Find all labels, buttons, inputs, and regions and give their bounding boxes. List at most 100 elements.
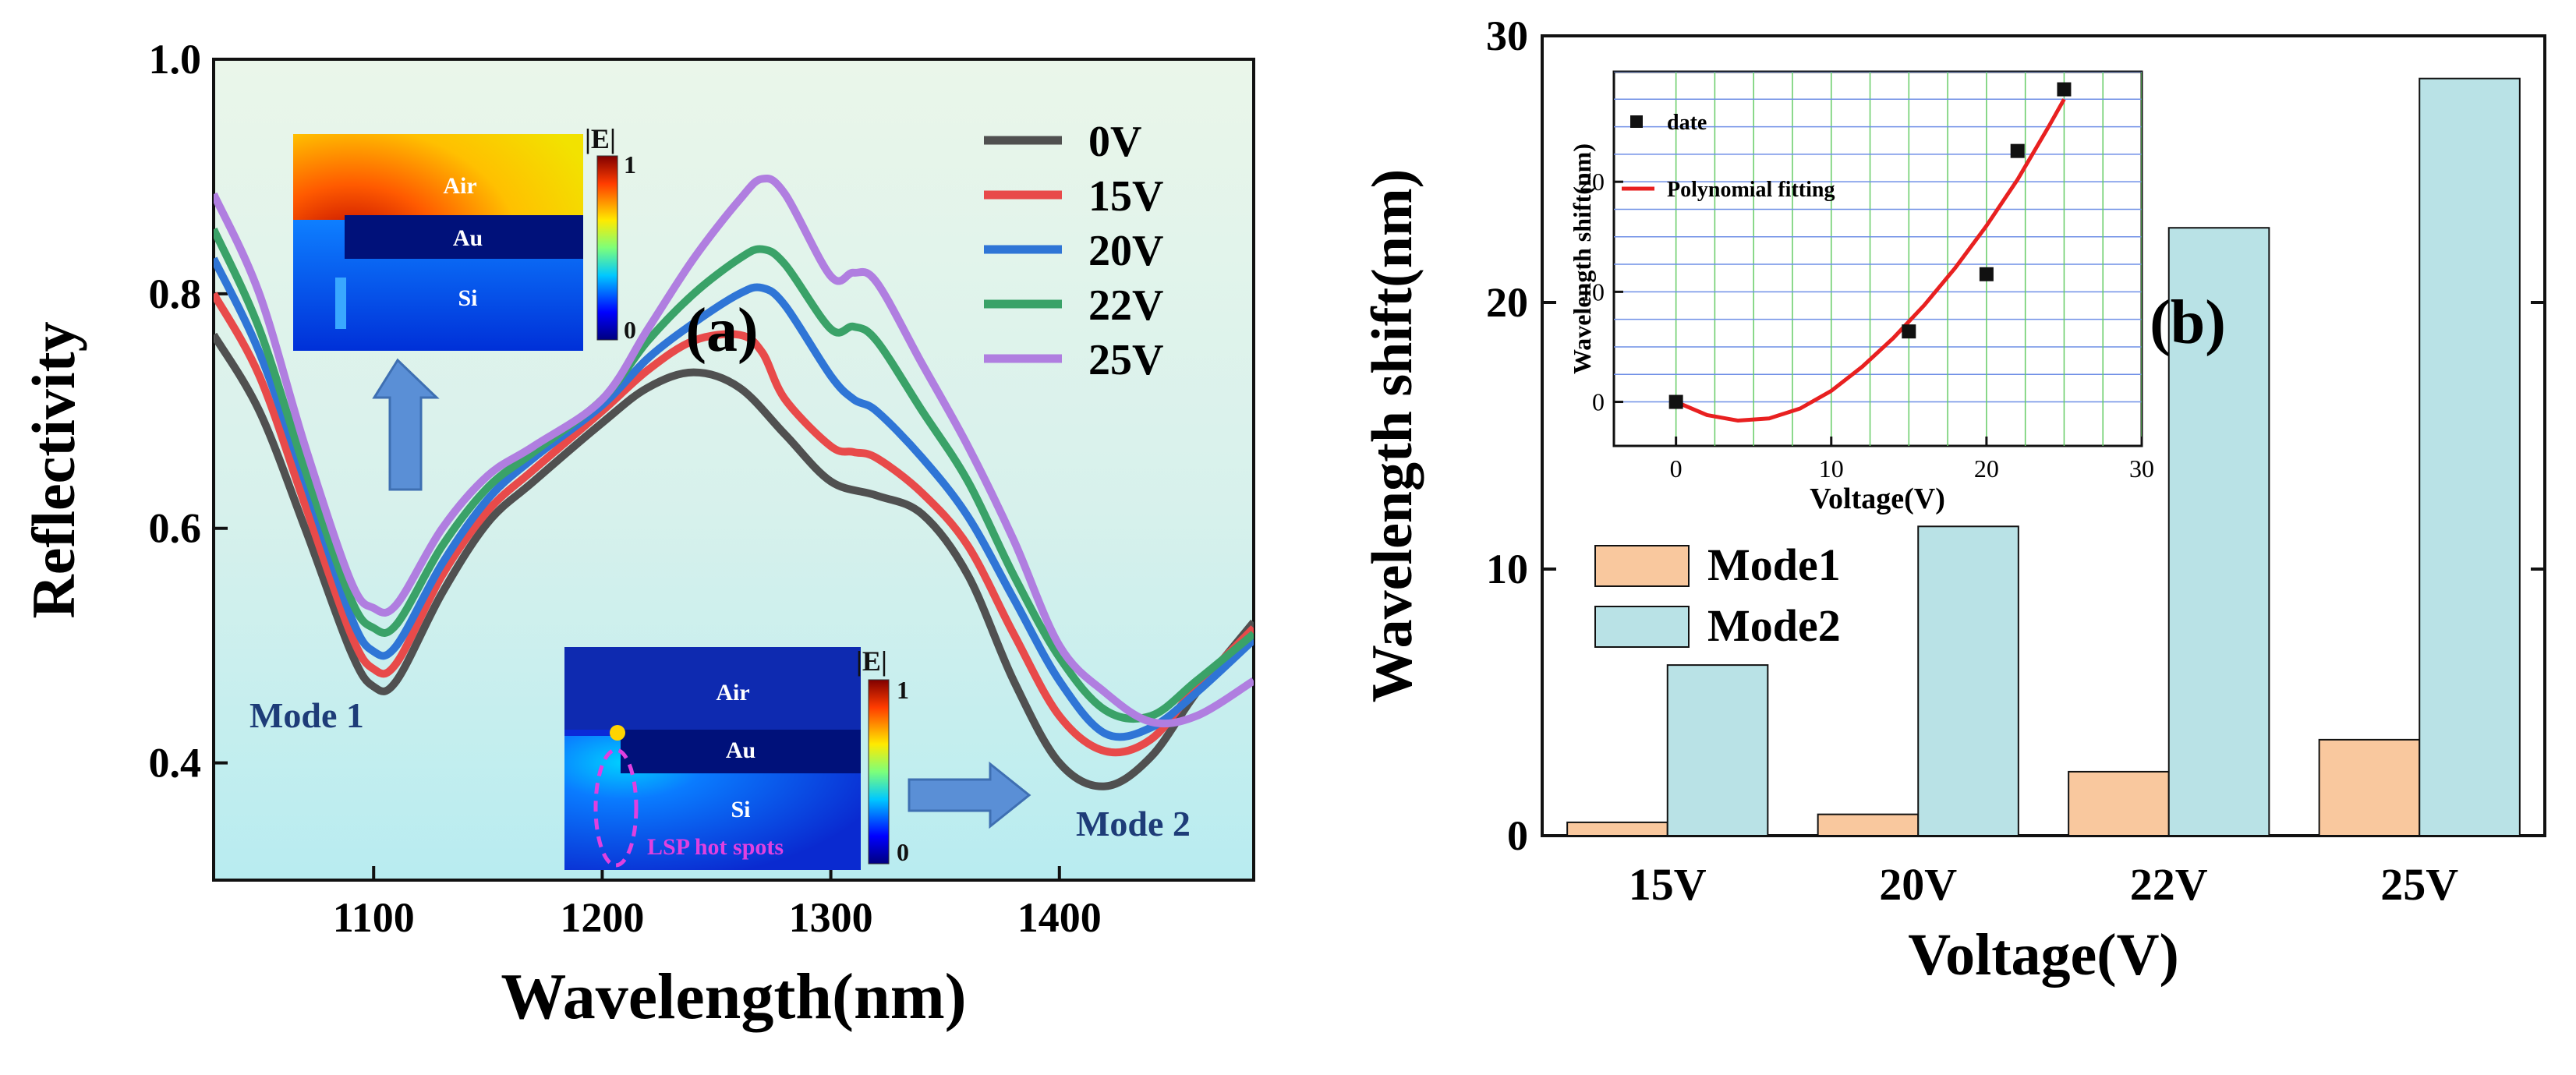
bar-Mode1-22V xyxy=(2068,770,2170,836)
inset-fit-curve xyxy=(1675,98,2066,423)
bar-Mode1-20V xyxy=(1817,813,1920,837)
inset-y-tick-label: 20 xyxy=(1580,168,1605,196)
series-line-15V xyxy=(214,292,1254,757)
legend-swatch-mode2 xyxy=(1594,606,1690,648)
layer-label-au-bottom: Au xyxy=(726,737,755,763)
legend-label-mode2: Mode2 xyxy=(1707,600,1841,651)
inset-plot-area xyxy=(1612,70,2143,447)
y-tick-label-a: 0.4 xyxy=(149,740,202,787)
y-tick-label-b: 10 xyxy=(1486,546,1528,592)
x-tick-label-a: 1200 xyxy=(560,894,644,941)
bar-Mode2-25V xyxy=(2419,77,2521,837)
legend-label-0V: 0V xyxy=(1088,118,1141,166)
colorbar-top xyxy=(596,155,618,341)
inset-data-point xyxy=(2057,82,2072,97)
bars-b xyxy=(1566,77,2521,837)
legend-label-15V: 15V xyxy=(1088,172,1163,221)
inset-x-tick-label: 30 xyxy=(2129,454,2154,483)
inset-x-tick-label: 20 xyxy=(1974,454,1999,483)
y-tick-label-a: 0.8 xyxy=(149,271,202,317)
legend-label-mode1: Mode1 xyxy=(1707,539,1841,590)
bar-Mode1-15V xyxy=(1566,821,1668,837)
y-axis-label-a: Reflectivity xyxy=(19,321,87,618)
layer-label-air-top: Air xyxy=(443,173,476,199)
inset-y-axis-label: Wavelength shift(nm) xyxy=(1568,143,1596,374)
colorbar-bottom xyxy=(868,679,890,865)
y-tick-label-b: 30 xyxy=(1486,12,1528,59)
layer-label-si-bottom: Si xyxy=(731,797,750,822)
legend-b: Mode1 Mode2 xyxy=(1594,539,1841,651)
inset-axes: 0 10 20 30 0 10 20 xyxy=(1580,168,2154,483)
series-line-22V xyxy=(214,228,1254,723)
colorbar-title-top: |E| xyxy=(585,123,616,154)
legend-label-25V: 25V xyxy=(1088,336,1163,384)
field-map-edge xyxy=(335,278,346,329)
inset-data-point xyxy=(1668,394,1683,409)
inset-data-point xyxy=(1979,267,1994,281)
inset-data-point xyxy=(1902,324,1916,339)
colorbar-min-top: 0 xyxy=(624,316,636,344)
hotspot-ellipse xyxy=(593,748,639,868)
panel-label-a: (a) xyxy=(685,296,758,365)
field-map-bottom-air xyxy=(564,647,861,730)
x-tick-label-a: 1400 xyxy=(1017,894,1102,941)
field-map-bottom-au xyxy=(621,730,861,773)
inset-legend-fit: Polynomial fitting xyxy=(1667,178,1835,202)
y-tick-label-b: 0 xyxy=(1507,812,1528,859)
bar-Mode1-25V xyxy=(2318,738,2421,837)
mode2-label: Mode 2 xyxy=(1076,804,1191,843)
inset-y-tick-label: 0 xyxy=(1592,388,1605,416)
up-arrow-icon xyxy=(372,358,440,491)
inset-scatter: 0 10 20 30 0 10 20 Wavelength shift(nm) Voltag… xyxy=(1568,70,2154,515)
legend-label-22V: 22V xyxy=(1088,281,1163,330)
colorbar-min-bottom: 0 xyxy=(897,838,909,866)
x-axis-label-b: Voltage(V) xyxy=(1908,922,2179,988)
series-line-0V xyxy=(214,332,1254,790)
field-map-inset-top: Air Au Si |E| 1 0 xyxy=(293,123,636,351)
hotspot-label: LSP hot spots xyxy=(647,834,784,860)
inset-data-point xyxy=(2010,143,2025,158)
colorbar-max-bottom: 1 xyxy=(897,676,909,704)
series-line-20V xyxy=(214,256,1254,741)
layer-label-si-top: Si xyxy=(458,285,477,311)
axes-b: 0 10 20 30 15V 20V 22V 25V xyxy=(1486,12,2545,910)
layer-label-air-bottom: Air xyxy=(716,680,749,705)
x-axis-label-a: Wavelength(nm) xyxy=(501,960,966,1033)
legend-label-20V: 20V xyxy=(1088,227,1163,275)
colorbar-max-top: 1 xyxy=(624,150,636,179)
x-tick-label-b: 15V xyxy=(1629,859,1707,910)
colorbar-title-bottom: |E| xyxy=(856,645,887,677)
y-tick-label-b: 20 xyxy=(1486,279,1528,326)
series-lines-a xyxy=(214,175,1254,790)
panel-b: 0 10 20 30 15V 20V 22V 25V Wavelength shift(nm)… xyxy=(1361,12,2546,988)
mode1-label: Mode 1 xyxy=(249,695,364,735)
legend-swatch-mode1 xyxy=(1594,545,1690,587)
x-tick-label-a: 1300 xyxy=(789,894,873,941)
x-tick-label-b: 25V xyxy=(2380,859,2458,910)
x-tick-label-a: 1100 xyxy=(333,894,415,941)
series-line-25V xyxy=(214,175,1254,728)
inset-x-tick-label: 0 xyxy=(1670,454,1683,483)
inset-x-axis-label: Voltage(V) xyxy=(1810,483,1945,515)
panel-label-b: (b) xyxy=(2150,288,2226,357)
inset-legend-marker xyxy=(1630,115,1643,128)
y-tick-label-a: 0.6 xyxy=(149,505,202,552)
x-tick-label-b: 22V xyxy=(2130,859,2208,910)
bar-Mode2-15V xyxy=(1666,664,1769,836)
field-map-inset-bottom: Air Au Si LSP hot spots |E| 1 0 xyxy=(564,645,909,870)
x-tick-label-b: 20V xyxy=(1879,859,1957,910)
hotspot-marker xyxy=(610,725,625,741)
inset-y-tick-label: 10 xyxy=(1580,278,1605,306)
field-map-au-layer xyxy=(345,215,583,259)
inset-legend-points: date xyxy=(1667,111,1707,135)
inset-points xyxy=(1668,82,2072,409)
inset-grid xyxy=(1614,72,2142,446)
inset-fit-line xyxy=(1675,98,2066,423)
inset-x-tick-label: 10 xyxy=(1819,454,1844,483)
y-axis-label-b: Wavelength shift(nm) xyxy=(1361,169,1424,703)
bar-Mode2-22V xyxy=(2167,227,2270,836)
legend-a: 0V 15V 20V 22V 25V xyxy=(984,118,1163,384)
